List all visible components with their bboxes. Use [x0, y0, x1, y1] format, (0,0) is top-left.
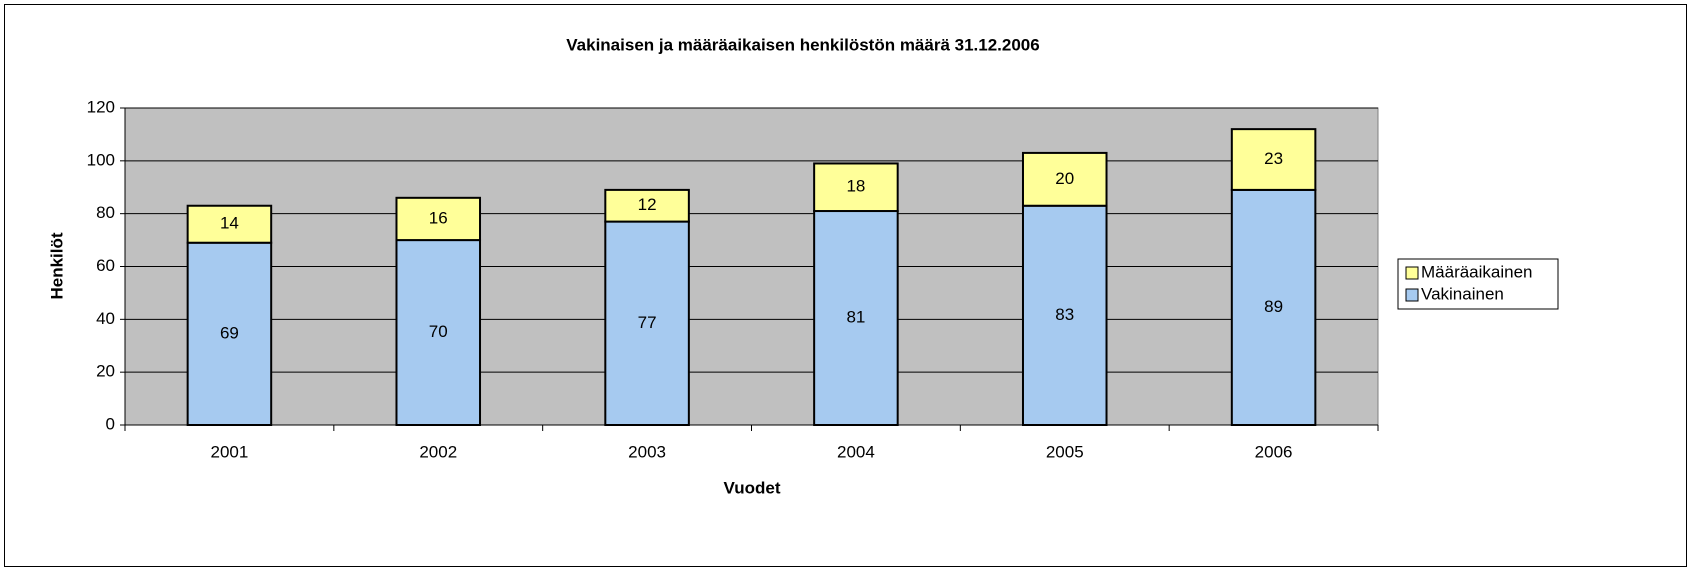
data-label: 77: [638, 313, 657, 332]
bar-segment: [813, 210, 899, 426]
data-label: 83: [1055, 305, 1074, 324]
data-label: 70: [429, 322, 448, 341]
bar-segment: [186, 204, 273, 244]
bar-segment: [1230, 128, 1317, 191]
x-tick-label: 2004: [837, 442, 875, 461]
bar-segment: [395, 196, 482, 242]
bar-segment: [395, 239, 482, 426]
data-label: 81: [846, 307, 865, 326]
x-tick-label: 2006: [1255, 442, 1293, 461]
x-tick-label: 2002: [419, 442, 457, 461]
bar-segment: [186, 241, 273, 426]
y-tick-label: 40: [96, 309, 115, 328]
y-tick-label: 60: [96, 256, 115, 275]
y-axis-label: Henkilöt: [47, 232, 66, 299]
y-tick-label: 0: [106, 414, 115, 433]
x-tick-label: 2003: [628, 442, 666, 461]
data-label: 20: [1055, 169, 1074, 188]
data-label: 16: [429, 208, 448, 227]
y-tick-label: 20: [96, 362, 115, 381]
x-tick-label: 2005: [1046, 442, 1084, 461]
x-axis-label: Vuodet: [724, 478, 781, 497]
data-label: 18: [846, 177, 865, 196]
bar-segment: [813, 162, 899, 213]
data-label: 89: [1264, 297, 1283, 316]
data-label: 69: [220, 323, 239, 342]
legend-swatch: [1405, 266, 1419, 280]
legend-swatch: [1405, 288, 1419, 302]
chart-title: Vakinaisen ja määräaikaisen henkilöstön …: [566, 35, 1039, 54]
y-tick-label: 120: [87, 97, 115, 116]
x-tick-label: 2001: [211, 442, 249, 461]
legend-box: [1397, 258, 1559, 310]
y-tick-label: 100: [87, 150, 115, 169]
bar-segment: [604, 220, 690, 426]
legend-label: Vakinainen: [1421, 284, 1504, 303]
legend-label: Määräaikainen: [1421, 262, 1533, 281]
data-label: 23: [1264, 149, 1283, 168]
data-label: 14: [220, 214, 239, 233]
bar-segment: [1230, 188, 1317, 426]
data-label: 12: [638, 195, 657, 214]
y-tick-label: 80: [96, 203, 115, 222]
bar-segment: [1021, 151, 1108, 207]
bar-segment: [604, 188, 690, 223]
